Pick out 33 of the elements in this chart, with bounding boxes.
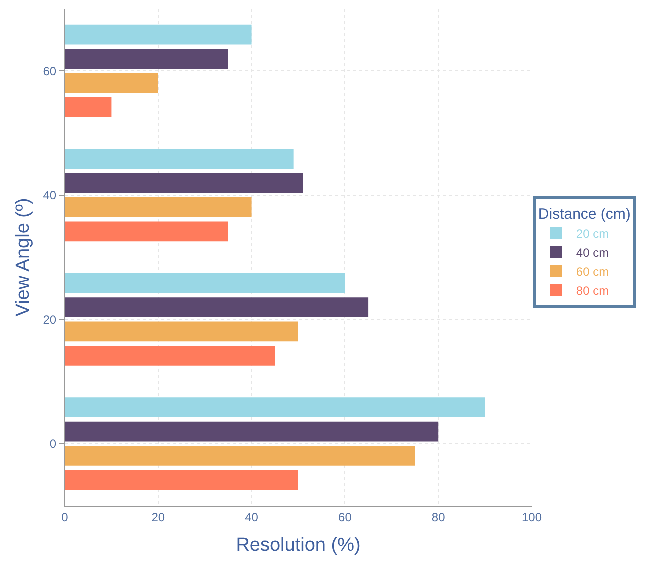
bar xyxy=(65,222,228,242)
bar xyxy=(65,298,369,318)
legend-label: 60 cm xyxy=(576,265,610,280)
y-tick-label: 60 xyxy=(43,64,57,78)
y-tick-label: 0 xyxy=(50,437,57,452)
x-axis-title: Resolution (%) xyxy=(236,535,361,556)
bar xyxy=(65,322,298,342)
bar xyxy=(65,149,294,169)
x-tick-label: 80 xyxy=(432,510,446,524)
legend-label: 40 cm xyxy=(576,246,610,260)
bar xyxy=(65,173,304,194)
bar xyxy=(65,470,298,490)
y-axis-title: View Angle (º) xyxy=(13,198,34,317)
bar xyxy=(65,49,228,69)
x-tick-label: 100 xyxy=(522,510,542,524)
legend-label: 80 cm xyxy=(576,284,610,298)
y-tick-label: 20 xyxy=(43,312,57,327)
legend-title: Distance (cm) xyxy=(538,206,631,224)
bar xyxy=(65,446,416,466)
bar xyxy=(65,273,346,294)
bar xyxy=(65,98,112,118)
x-tick-label: 60 xyxy=(338,510,352,524)
bar xyxy=(65,422,439,442)
bar xyxy=(65,24,252,45)
bar xyxy=(65,198,252,218)
x-tick-label: 20 xyxy=(152,510,166,524)
bar xyxy=(65,73,158,94)
bar xyxy=(65,398,486,418)
legend-label: 20 cm xyxy=(576,227,610,242)
y-tick-label: 40 xyxy=(43,188,57,203)
bar xyxy=(65,346,276,366)
x-tick-label: 40 xyxy=(245,510,259,524)
x-tick-label: 0 xyxy=(62,510,69,524)
